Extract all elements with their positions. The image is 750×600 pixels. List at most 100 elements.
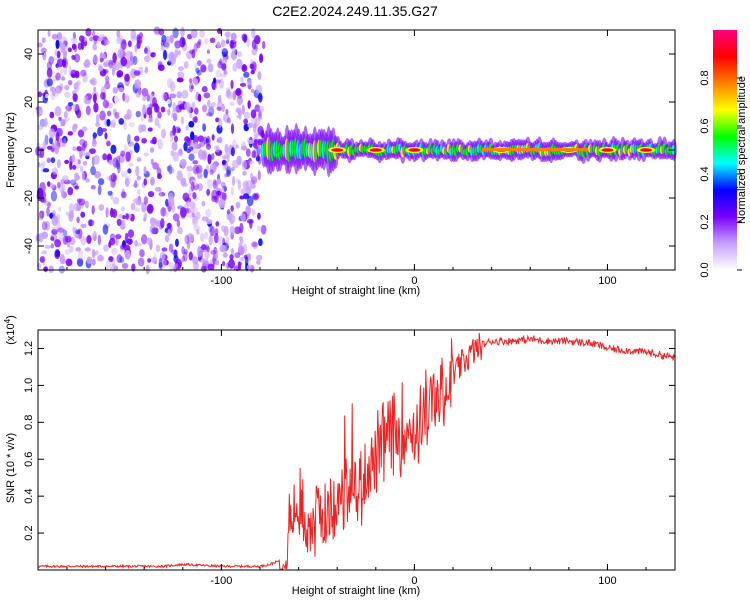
spectrogram-noise-blob xyxy=(196,172,203,180)
spectrogram-noise-blob xyxy=(193,206,198,214)
spectrogram-noise-blob xyxy=(71,124,77,133)
spectrogram-noise-blob xyxy=(112,61,117,73)
spectrogram-noise-blob xyxy=(206,246,210,253)
colorbar-tick-label: 0.4 xyxy=(699,166,711,181)
spectrogram-noise-blob xyxy=(56,50,61,59)
spectrogram-noise-blob xyxy=(194,78,199,86)
spectrogram-noise-blob xyxy=(147,117,154,123)
spectrogram-noise-blob xyxy=(174,40,182,49)
spectrogram-noise-blob xyxy=(231,47,237,55)
spectrogram-noise-blob xyxy=(257,116,263,121)
spectrogram-noise-blob xyxy=(216,106,222,111)
spectrogram-noise-blob xyxy=(114,94,120,105)
spectrogram-noise-blob xyxy=(55,39,60,50)
spectrogram-noise-blob xyxy=(162,147,167,159)
spectrogram-noise-blob xyxy=(215,79,221,84)
spectrogram-ylabel: Frequency (Hz) xyxy=(5,112,17,188)
spectrogram-noise-blob xyxy=(141,234,148,245)
spectrogram-noise-blob xyxy=(188,120,195,128)
spectrogram-noise-blob xyxy=(88,36,94,42)
spectrogram-noise-blob xyxy=(116,29,121,39)
spectrogram-noise-blob xyxy=(258,109,262,120)
spectrogram-noise-blob xyxy=(162,49,168,61)
spectrogram-noise-blob xyxy=(143,212,148,220)
spectrogram-noise-blob xyxy=(71,43,77,50)
spectrogram-noise-blob xyxy=(132,55,138,66)
spectrogram-noise-blob xyxy=(104,39,111,45)
spectrogram-noise-blob xyxy=(239,256,246,262)
snr-xtick-label: -100 xyxy=(210,575,232,587)
spectrogram-noise-blob xyxy=(244,256,249,268)
spectrogram-noise-blob xyxy=(92,43,98,51)
spectrogram-noise-blob xyxy=(251,176,258,185)
spectrogram-noise-blob xyxy=(81,142,86,152)
spectrogram-noise-blob xyxy=(226,209,231,215)
spectrogram-noise-blob xyxy=(74,70,80,79)
spectrogram-noise-blob xyxy=(77,129,85,138)
spectrogram-noise-blob xyxy=(174,263,179,268)
spectrogram-noise-blob xyxy=(180,177,187,186)
spectrogram-noise-blob xyxy=(190,28,198,39)
spectrogram-noise-blob xyxy=(97,126,104,137)
spectrogram-noise-blob xyxy=(54,90,59,98)
spectrogram-peak-inner xyxy=(331,148,344,152)
spectrogram-noise-blob xyxy=(118,117,125,125)
spectrogram-noise-blob xyxy=(193,107,199,115)
spectrogram-noise-blob xyxy=(177,226,183,235)
spectrogram-noise-blob xyxy=(128,122,136,127)
spectrogram-noise-blob xyxy=(245,148,251,157)
spectrogram-noise-blob xyxy=(218,199,226,209)
spectrogram-noise-blob xyxy=(51,167,59,175)
spectrogram-noise-blob xyxy=(134,179,138,189)
spectrogram-noise-blob xyxy=(102,99,110,109)
spectrogram-noise-blob xyxy=(127,40,132,48)
spectrogram-noise-blob xyxy=(251,241,258,248)
spectrogram-noise-blob xyxy=(241,33,248,42)
spectrogram-noise-blob xyxy=(236,155,242,166)
spectrogram-noise-blob xyxy=(238,235,243,242)
spectrogram-noise-blob xyxy=(58,206,62,212)
spectrogram-noise-blob xyxy=(201,200,206,207)
spectrogram-noise-blob xyxy=(171,249,178,255)
spectrogram-noise-blob xyxy=(126,109,132,120)
colorbar-gradient xyxy=(713,30,737,270)
spectrogram-noise-blob xyxy=(257,212,261,220)
spectrogram-noise-blob xyxy=(241,104,245,115)
spectrogram-noise-blob xyxy=(50,243,55,249)
spectrogram-peak-inner xyxy=(640,148,653,152)
spectrogram-noise-blob xyxy=(250,183,256,189)
spectrogram-noise-blob xyxy=(82,150,86,157)
snr-scale-label: (x104) xyxy=(3,315,17,345)
spectrogram-noise-blob xyxy=(160,106,166,113)
spectrogram-noise-blob xyxy=(241,141,247,150)
spectrogram-noise-blob xyxy=(115,159,121,170)
spectrogram-noise-blob xyxy=(209,225,215,237)
spectrogram-noise-blob xyxy=(196,164,203,175)
spectrogram-peak-inner xyxy=(601,148,614,152)
spectrogram-noise-blob xyxy=(159,190,163,197)
spectrogram-noise-blob xyxy=(80,144,86,152)
spectrogram-noise-blob xyxy=(115,237,119,246)
spectrogram-noise-blob xyxy=(90,185,96,190)
spectrogram-noise-blob xyxy=(69,210,75,218)
spectrogram-noise-blob xyxy=(230,79,234,90)
spectrogram-noise-blob xyxy=(105,75,110,84)
spectrogram-noise-blob xyxy=(93,54,98,64)
spectrogram-noise-blob xyxy=(81,126,88,132)
spectrogram-noise-blob xyxy=(195,67,200,74)
spectrogram-noise-blob xyxy=(39,181,46,193)
spectrogram-noise-blob xyxy=(127,141,135,147)
spectrogram-noise-blob xyxy=(57,227,65,233)
spectrogram-noise-blob xyxy=(189,81,194,93)
spectrogram-noise-blob xyxy=(160,44,165,52)
spectrogram-noise-blob xyxy=(91,139,97,148)
spectrogram-noise-blob xyxy=(215,221,220,227)
spectrogram-noise-blob xyxy=(55,85,62,94)
spectrogram-panel: -100 0 100 -40 -20 0 20 40 Height of straight … xyxy=(5,26,677,297)
spectrogram-noise-blob xyxy=(130,202,136,211)
spectrogram-noise-blob xyxy=(120,39,127,50)
spectrogram-noise-blob xyxy=(122,215,126,220)
spectrogram-noise-blob xyxy=(92,93,97,104)
spectrogram-noise-blob xyxy=(254,104,261,113)
